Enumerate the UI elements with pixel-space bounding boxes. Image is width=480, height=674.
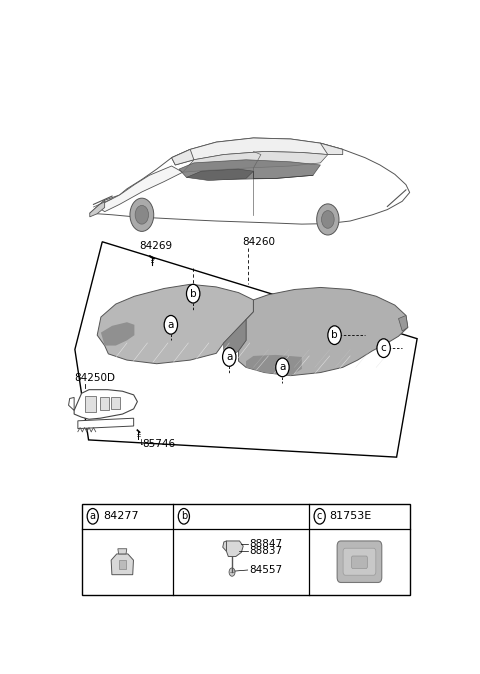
- Polygon shape: [74, 390, 137, 419]
- Polygon shape: [224, 319, 246, 357]
- Text: b: b: [190, 288, 196, 299]
- FancyBboxPatch shape: [352, 556, 367, 568]
- Polygon shape: [186, 169, 253, 181]
- Text: 84250D: 84250D: [74, 373, 115, 383]
- Polygon shape: [227, 541, 243, 557]
- Text: 85746: 85746: [142, 439, 175, 449]
- Text: a: a: [168, 319, 174, 330]
- Text: c: c: [381, 343, 386, 353]
- Circle shape: [164, 315, 178, 334]
- Text: b: b: [181, 512, 187, 521]
- Circle shape: [328, 326, 341, 344]
- Polygon shape: [97, 166, 183, 212]
- Circle shape: [135, 206, 148, 224]
- Text: 84260: 84260: [242, 237, 275, 247]
- Polygon shape: [101, 322, 134, 346]
- Polygon shape: [223, 541, 227, 551]
- FancyBboxPatch shape: [111, 398, 120, 409]
- Text: 88847: 88847: [249, 539, 282, 549]
- Text: c: c: [317, 512, 323, 521]
- Circle shape: [314, 508, 325, 524]
- Circle shape: [322, 210, 334, 228]
- Polygon shape: [90, 138, 410, 224]
- Circle shape: [186, 284, 200, 303]
- Text: 84557: 84557: [249, 565, 282, 575]
- Polygon shape: [179, 160, 321, 179]
- Polygon shape: [69, 398, 74, 410]
- Polygon shape: [183, 152, 328, 173]
- Polygon shape: [172, 138, 343, 165]
- Polygon shape: [398, 315, 408, 331]
- Text: 81753E: 81753E: [330, 512, 372, 521]
- Circle shape: [130, 198, 154, 231]
- Text: a: a: [279, 363, 286, 372]
- Polygon shape: [118, 549, 127, 554]
- Circle shape: [276, 358, 289, 377]
- Text: a: a: [90, 512, 96, 521]
- FancyBboxPatch shape: [337, 541, 382, 582]
- Circle shape: [317, 204, 339, 235]
- Circle shape: [178, 508, 190, 524]
- Text: a: a: [226, 352, 232, 362]
- Polygon shape: [246, 355, 302, 375]
- FancyBboxPatch shape: [83, 504, 410, 594]
- FancyBboxPatch shape: [100, 398, 109, 410]
- FancyBboxPatch shape: [343, 548, 376, 575]
- Polygon shape: [111, 554, 133, 575]
- Text: 88837: 88837: [249, 547, 282, 556]
- Polygon shape: [97, 284, 253, 364]
- Text: 84269: 84269: [139, 241, 172, 251]
- Polygon shape: [321, 143, 343, 154]
- Circle shape: [377, 339, 390, 357]
- Polygon shape: [172, 150, 194, 165]
- Polygon shape: [239, 287, 408, 375]
- Text: b: b: [331, 330, 338, 340]
- FancyBboxPatch shape: [85, 396, 96, 412]
- Circle shape: [229, 568, 235, 576]
- FancyBboxPatch shape: [119, 560, 126, 570]
- Polygon shape: [78, 418, 133, 429]
- Circle shape: [223, 348, 236, 366]
- Circle shape: [87, 508, 98, 524]
- Text: 84277: 84277: [103, 512, 138, 521]
- Polygon shape: [90, 200, 105, 217]
